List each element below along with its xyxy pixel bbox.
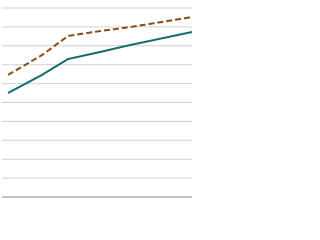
series-line [7,31,193,94]
series-line [7,16,193,76]
chart [2,7,193,198]
